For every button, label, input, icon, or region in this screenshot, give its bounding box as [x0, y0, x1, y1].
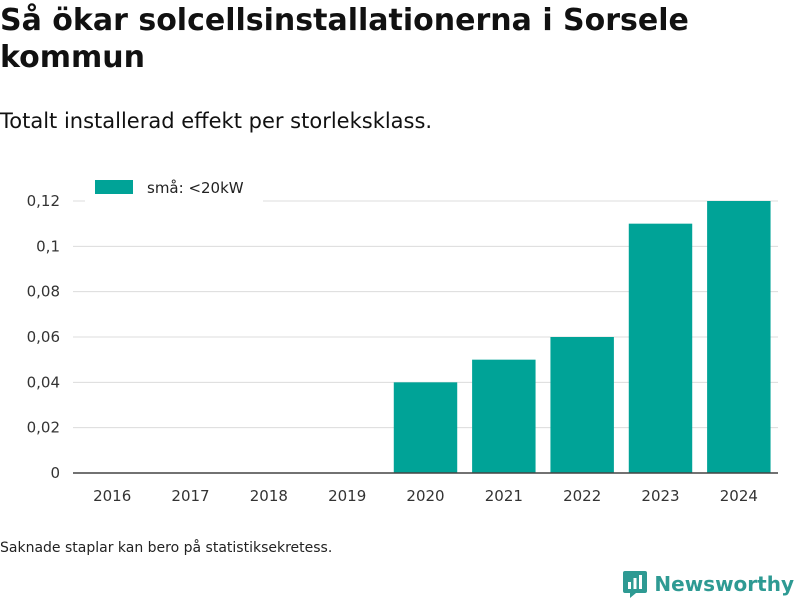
y-tick-label: 0	[50, 464, 60, 482]
y-tick-label: 0,12	[27, 192, 60, 210]
x-tick-label: 2021	[485, 487, 523, 505]
bar	[628, 223, 693, 473]
legend-label: små: <20kW	[147, 179, 244, 197]
bar	[707, 201, 771, 473]
brand: Newsworthy	[622, 569, 794, 599]
x-tick-label: 2019	[328, 487, 366, 505]
x-tick-label: 2020	[406, 487, 444, 505]
bar	[550, 337, 614, 473]
x-tick-label: 2023	[641, 487, 679, 505]
y-tick-label: 0,04	[27, 373, 60, 391]
legend-swatch	[95, 180, 133, 194]
chart-title: Så ökar solcellsinstallationerna i Sorse…	[0, 3, 689, 75]
bar	[472, 359, 536, 473]
chart-subtitle: Totalt installerad effekt per storlekskl…	[0, 109, 433, 133]
y-tick-label: 0,08	[27, 283, 60, 301]
legend: små: <20kW	[85, 172, 263, 203]
x-tick-label: 2018	[250, 487, 288, 505]
x-tick-label: 2017	[171, 487, 209, 505]
brand-name: Newsworthy	[654, 572, 794, 596]
newsworthy-logo-icon	[623, 571, 648, 598]
x-tick-label: 2016	[93, 487, 131, 505]
y-axis-ticks: 0 0,02 0,04 0,06 0,08 0,1 0,12	[27, 192, 60, 482]
bar-chart: 00,020,040,060,080,10,12 2016 2017 2018 201…	[27, 172, 778, 505]
y-tick-label: 0,02	[27, 419, 60, 437]
y-tick-label: 0,1	[36, 237, 60, 255]
x-tick-label: 2022	[563, 487, 601, 505]
x-axis-ticks: 2016 2017 2018 2019 2020 2021 2022 2023 2024	[93, 487, 758, 505]
y-tick-label: 0,06	[27, 328, 60, 346]
footnote: Saknade staplar kan bero på statistiksek…	[0, 540, 333, 556]
bar	[393, 382, 458, 473]
bars	[393, 201, 771, 473]
x-tick-label: 2024	[720, 487, 758, 505]
